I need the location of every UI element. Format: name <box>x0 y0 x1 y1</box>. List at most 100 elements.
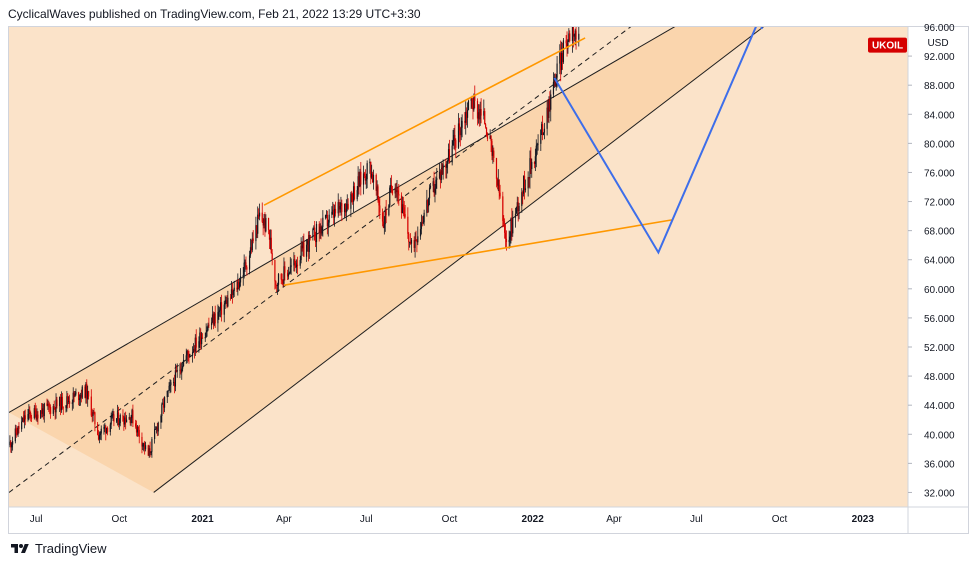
candle-body <box>154 429 157 430</box>
candle-body <box>420 222 423 229</box>
candle <box>508 230 510 249</box>
candle-body <box>129 416 131 424</box>
candle-body <box>242 275 244 277</box>
candle <box>561 41 563 75</box>
candle <box>250 239 252 254</box>
candle <box>117 406 120 428</box>
candle <box>98 431 101 444</box>
candle-body <box>472 107 474 110</box>
candle-body <box>433 181 435 193</box>
candle-body <box>185 355 187 360</box>
candle <box>409 241 411 248</box>
candle-body <box>36 414 38 420</box>
symbol-badge[interactable]: UKOIL <box>868 37 907 53</box>
candle-body <box>512 217 514 234</box>
candle-body <box>379 205 381 213</box>
candle-body <box>111 415 113 417</box>
candle-body <box>42 408 44 417</box>
candle-body <box>163 397 166 408</box>
candle-body <box>99 433 101 436</box>
candle <box>131 408 133 424</box>
candle-body <box>407 216 409 234</box>
candle-body <box>369 161 371 164</box>
candle <box>214 305 216 328</box>
candle-body <box>365 179 367 181</box>
wedge-top-line <box>263 37 586 206</box>
candle <box>122 409 124 422</box>
candle-body <box>160 415 162 423</box>
candle-body <box>275 281 277 285</box>
candle <box>151 436 153 458</box>
candle-body <box>192 349 195 353</box>
candle-body <box>521 192 523 207</box>
candle-body <box>511 218 513 234</box>
candle <box>125 411 127 430</box>
candle-body <box>326 214 328 227</box>
candle-body <box>352 194 354 202</box>
candle-body <box>388 205 390 216</box>
candle <box>345 199 347 222</box>
candle-body <box>381 212 384 222</box>
candle <box>97 422 99 436</box>
candle-body <box>217 312 219 324</box>
candle-body <box>239 282 241 288</box>
candle <box>395 182 397 198</box>
candle <box>154 422 156 444</box>
candle-body <box>106 427 108 434</box>
candle <box>300 237 302 264</box>
candle-body <box>93 412 95 414</box>
candle <box>176 363 178 378</box>
candle <box>352 181 355 212</box>
candle-body <box>256 225 258 234</box>
candle <box>429 182 432 190</box>
candle-body <box>100 428 102 434</box>
candle-body <box>409 241 411 243</box>
candle <box>270 229 272 254</box>
candle <box>458 117 461 143</box>
candle <box>212 311 215 330</box>
candle <box>129 416 131 426</box>
candle-body <box>560 53 562 71</box>
tradingview-footer[interactable]: TradingView <box>10 541 107 556</box>
candle <box>21 417 24 423</box>
candle <box>471 95 473 109</box>
candle <box>503 215 505 228</box>
candle-body <box>477 112 479 119</box>
candle-body <box>385 209 387 216</box>
candle <box>341 199 343 222</box>
candle <box>9 435 11 448</box>
candle-body <box>255 225 257 242</box>
candle <box>331 206 333 219</box>
candle-body <box>109 424 111 432</box>
candle <box>438 163 441 180</box>
candle <box>339 202 341 213</box>
candle-body <box>303 242 305 257</box>
candle <box>460 117 462 141</box>
candle <box>427 199 429 214</box>
candle <box>53 400 55 410</box>
y-tick-label: 72.000 <box>924 198 955 209</box>
candle-body <box>389 187 391 206</box>
candle-body <box>333 209 335 218</box>
candle <box>255 216 257 250</box>
candle <box>110 412 112 429</box>
candle-body <box>360 171 362 185</box>
time-axis[interactable]: Jul Oct 2021 Apr Jul Oct 2022 Apr Jul Oct 2023 <box>30 514 875 525</box>
candle <box>414 232 416 258</box>
candle <box>226 295 228 309</box>
candle <box>448 139 451 164</box>
candle-body <box>307 240 309 252</box>
candle-body <box>556 63 558 78</box>
candles <box>9 27 580 458</box>
candle <box>314 220 316 241</box>
candle <box>434 184 436 203</box>
candle <box>299 255 301 269</box>
candle-body <box>514 213 517 218</box>
candle-body <box>466 111 468 118</box>
candle-body <box>561 53 564 62</box>
candle-body <box>531 161 533 170</box>
price-axis[interactable]: 32.000 36.000 40.000 44.000 48.000 52.000 56.0… <box>908 23 955 499</box>
candle-body <box>485 127 488 137</box>
candle <box>71 399 73 411</box>
